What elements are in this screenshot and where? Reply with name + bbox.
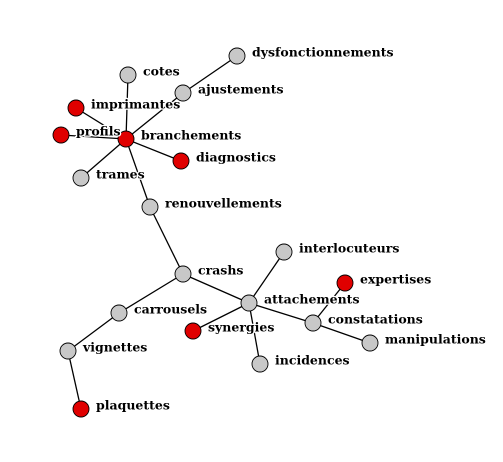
edge-carrousels-vignettes	[67, 312, 120, 352]
node-attachements[interactable]	[240, 294, 258, 312]
node-synergies[interactable]	[184, 322, 202, 340]
edge-renouvellements-crashs	[149, 206, 184, 275]
edge-attachements-incidences	[248, 302, 261, 365]
label-branchements: branchements	[141, 128, 241, 143]
node-cotes[interactable]	[119, 66, 137, 84]
edge-crashs-attachements	[182, 273, 250, 304]
node-manipulations[interactable]	[361, 334, 379, 352]
node-branchements[interactable]	[117, 130, 135, 148]
edge-crashs-carrousels	[118, 273, 184, 314]
node-vignettes[interactable]	[59, 342, 77, 360]
node-constatations[interactable]	[304, 314, 322, 332]
edge-profils-branchements	[60, 134, 127, 140]
label-plaquettes: plaquettes	[96, 398, 170, 413]
label-vignettes: vignettes	[82, 340, 147, 355]
label-crashs: crashs	[198, 263, 243, 278]
label-renouvellements: renouvellements	[165, 196, 282, 211]
edge-cotes-branchements	[125, 74, 129, 140]
label-attachements: attachements	[264, 292, 359, 307]
label-cotes: cotes	[143, 64, 180, 79]
label-expertises: expertises	[360, 272, 431, 287]
label-trames: trames	[96, 167, 145, 182]
edge-branchements-renouvellements	[125, 138, 151, 208]
label-diagnostics: diagnostics	[196, 150, 276, 165]
label-carrousels: carrousels	[134, 302, 207, 317]
edge-attachements-synergies	[192, 302, 250, 332]
label-interlocuteurs: interlocuteurs	[299, 241, 399, 256]
labels-layer: dysfonctionnements cotes ajustements imprim…	[75, 43, 487, 414]
node-expertises[interactable]	[336, 274, 354, 292]
label-imprimantes: imprimantes	[91, 97, 180, 112]
node-diagnostics[interactable]	[172, 152, 190, 170]
label-constatations: constatations	[328, 312, 423, 327]
edges-layer	[60, 55, 371, 410]
edge-constatations-manipulations	[312, 322, 371, 344]
edge-ajustements-branchements	[125, 92, 184, 140]
node-dysfonctionnements[interactable]	[228, 47, 246, 65]
label-synergies: synergies	[208, 320, 274, 335]
edge-trames-branchements	[80, 138, 127, 179]
edge-interlocuteurs-attachements	[248, 251, 285, 304]
label-dysfonctionnements: dysfonctionnements	[252, 45, 394, 60]
edge-imprimantes-branchements	[75, 107, 127, 140]
node-plaquettes[interactable]	[72, 400, 90, 418]
node-trames[interactable]	[72, 169, 90, 187]
node-profils[interactable]	[52, 126, 70, 144]
node-crashs[interactable]	[174, 265, 192, 283]
label-profils: profils	[76, 124, 121, 139]
node-incidences[interactable]	[251, 355, 269, 373]
nodes-layer	[52, 47, 379, 418]
edge-attachements-constatations	[248, 302, 314, 324]
node-interlocuteurs[interactable]	[275, 243, 293, 261]
edge-diagnostics-branchements	[125, 138, 182, 162]
label-ajustements: ajustements	[198, 82, 284, 97]
node-ajustements[interactable]	[174, 84, 192, 102]
edge-vignettes-plaquettes	[67, 350, 82, 410]
edge-dysfonctionnements-ajustements	[182, 55, 238, 94]
label-incidences: incidences	[275, 353, 350, 368]
node-imprimantes[interactable]	[67, 99, 85, 117]
edge-constatations-expertises	[312, 282, 346, 324]
node-renouvellements[interactable]	[141, 198, 159, 216]
label-manipulations: manipulations	[385, 332, 486, 347]
node-carrousels[interactable]	[110, 304, 128, 322]
